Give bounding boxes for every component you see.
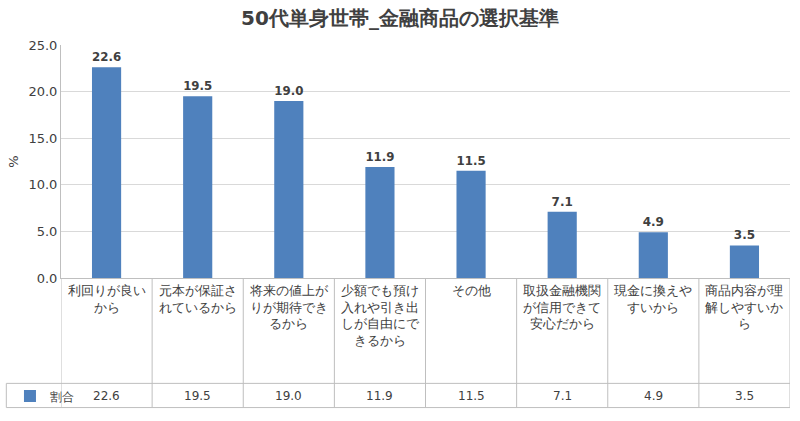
svg-text:取扱金融機関が信用できて安心だから: 取扱金融機関が信用できて安心だから xyxy=(523,283,601,332)
svg-text:将来の値上がりが期待できるから: 将来の値上がりが期待できるから xyxy=(249,283,329,332)
svg-text:利回りが良いから: 利回りが良いから xyxy=(68,283,146,315)
svg-text:3.5: 3.5 xyxy=(734,228,755,242)
svg-text:元本が保証されているから: 元本が保証されているから xyxy=(159,283,237,315)
svg-text:11.9: 11.9 xyxy=(366,389,393,403)
svg-text:11.5: 11.5 xyxy=(457,154,486,168)
svg-text:15.0: 15.0 xyxy=(28,131,57,146)
svg-text:22.6: 22.6 xyxy=(93,389,120,403)
svg-text:商品内容が理解しやすいから: 商品内容が理解しやすいから xyxy=(705,283,783,332)
svg-text:22.6: 22.6 xyxy=(92,50,121,64)
svg-text:少額でも預け入れや引き出しが自由にできるから: 少額でも預け入れや引き出しが自由にできるから xyxy=(341,283,420,349)
svg-text:その他: その他 xyxy=(452,283,491,298)
svg-text:%: % xyxy=(6,155,21,167)
svg-text:0.0: 0.0 xyxy=(37,271,58,286)
svg-text:19.0: 19.0 xyxy=(274,84,303,98)
svg-text:25.0: 25.0 xyxy=(28,38,57,53)
svg-text:3.5: 3.5 xyxy=(735,389,754,403)
svg-text:7.1: 7.1 xyxy=(552,195,573,209)
svg-text:50代単身世帯_金融商品の選択基準: 50代単身世帯_金融商品の選択基準 xyxy=(241,6,559,30)
svg-text:4.9: 4.9 xyxy=(643,215,664,229)
svg-text:5.0: 5.0 xyxy=(37,224,58,239)
svg-text:10.0: 10.0 xyxy=(28,177,57,192)
svg-text:7.1: 7.1 xyxy=(553,389,572,403)
svg-text:20.0: 20.0 xyxy=(28,84,57,99)
svg-text:現金に換えやすいから: 現金に換えやすいから xyxy=(614,283,692,315)
svg-text:11.9: 11.9 xyxy=(365,150,394,164)
svg-text:割合: 割合 xyxy=(50,390,74,404)
svg-text:19.5: 19.5 xyxy=(183,79,212,93)
svg-text:19.0: 19.0 xyxy=(275,389,302,403)
svg-text:11.5: 11.5 xyxy=(458,389,485,403)
svg-text:4.9: 4.9 xyxy=(644,389,663,403)
svg-text:19.5: 19.5 xyxy=(184,389,211,403)
